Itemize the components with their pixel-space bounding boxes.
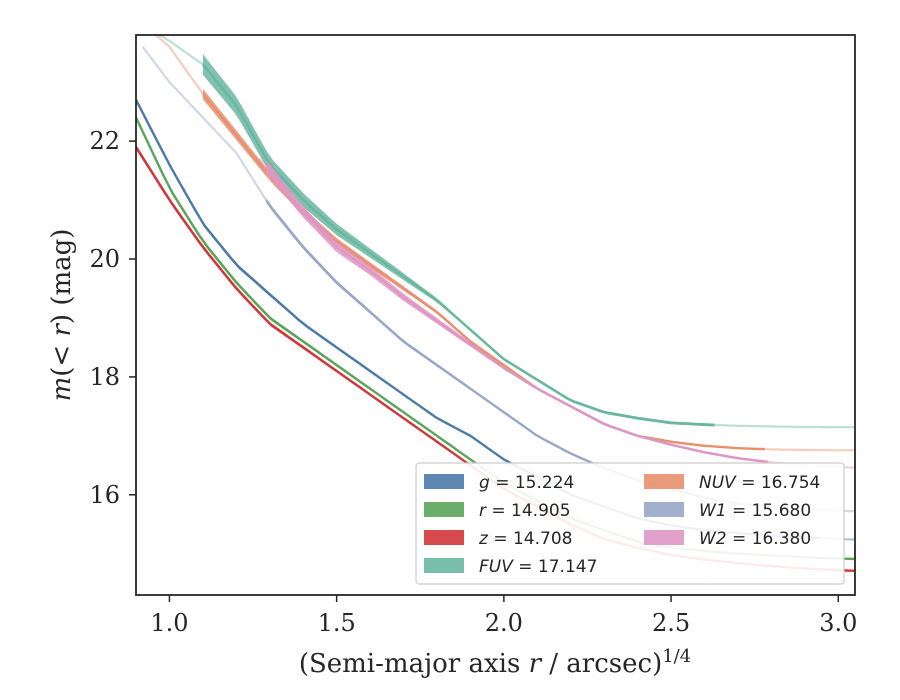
curve-w2-inner-faint — [258, 158, 268, 168]
legend-swatch-fuv — [424, 558, 464, 573]
legend-swatch-z — [424, 530, 464, 545]
curve-fuv-outer-faint — [714, 423, 855, 429]
legend-label-w1: W1 = 15.680 — [699, 501, 811, 521]
legend-label-w2: W2 = 16.380 — [699, 529, 811, 549]
x-tick-label: 1.0 — [150, 609, 188, 637]
x-tick-label: 2.5 — [652, 609, 690, 637]
plot-frame — [135, 34, 856, 596]
ticks-group: 1.0 1.5 2.0 2.5 3.0 16 18 20 22 — [89, 127, 857, 637]
legend-label-r: r = 14.905 — [479, 501, 571, 521]
x-tick-label: 2.0 — [485, 609, 523, 637]
legend-label-fuv: FUV = 17.147 — [479, 557, 597, 577]
legend: g = 15.224 r = 14.905 z = 14.708 FUV = 17.1… — [415, 462, 845, 585]
curve-nuv-line — [201, 93, 765, 451]
y-tick-label: 22 — [89, 127, 120, 155]
legend-label-z: z = 14.708 — [478, 529, 572, 549]
legend-label-g: g = 15.224 — [479, 473, 574, 493]
legend-swatch-w2 — [644, 530, 684, 545]
y-tick-label: 16 — [89, 481, 120, 509]
x-tick-label: 1.5 — [318, 609, 356, 637]
legend-swatch-w1 — [644, 502, 684, 517]
legend-swatch-nuv — [644, 474, 684, 489]
legend-swatch-r — [424, 502, 464, 517]
curve-fuv-band — [202, 54, 715, 427]
y-axis-label: m(< r) (mag) — [47, 229, 77, 402]
y-tick-label: 20 — [89, 245, 120, 273]
curve-nuv-inner-faint — [155, 35, 204, 95]
legend-label-nuv: NUV = 16.754 — [699, 473, 820, 493]
legend-box — [415, 462, 845, 585]
curve-w2-line — [265, 165, 769, 464]
curve-fuv-line — [201, 63, 715, 427]
curve-w1-inner-faint — [141, 46, 268, 202]
x-tick-label: 3.0 — [819, 609, 857, 637]
curve-nuv-outer-faint — [764, 448, 855, 452]
curve-fuv-inner-faint — [158, 35, 204, 66]
x-axis-label: (Semi-major axis r / arcsec)1/4 — [299, 646, 691, 679]
legend-swatch-g — [424, 474, 464, 489]
curve-nuv-band — [202, 88, 765, 450]
y-tick-label: 18 — [89, 363, 120, 391]
curve-w2-band — [266, 160, 769, 464]
